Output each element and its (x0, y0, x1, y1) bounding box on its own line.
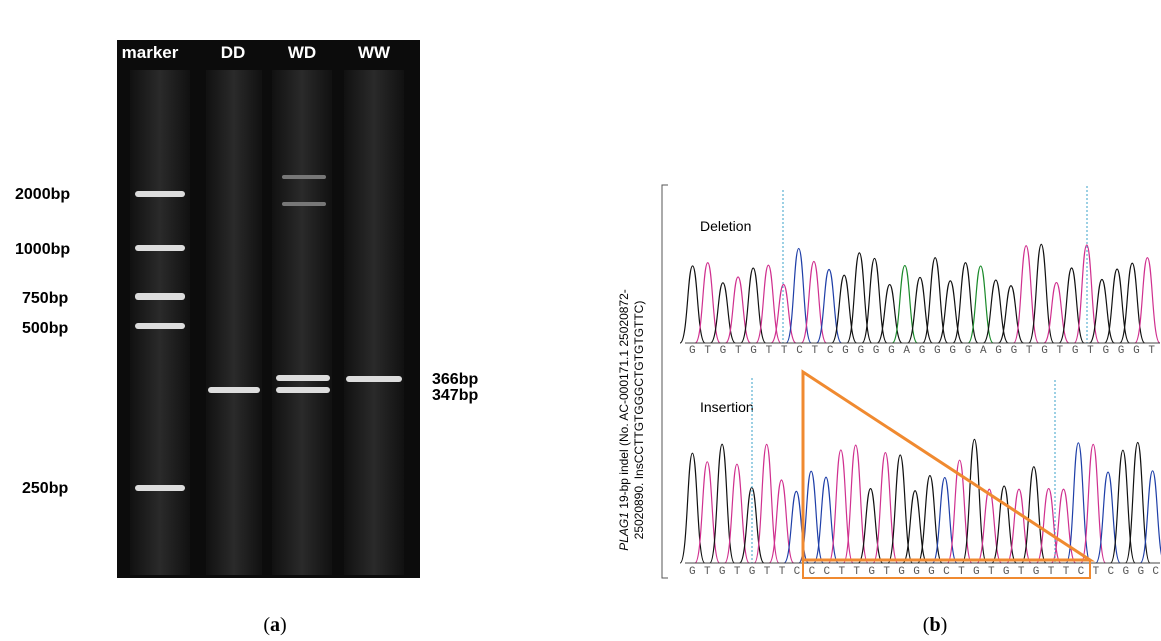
traces (679, 186, 1161, 564)
peak (709, 443, 735, 564)
peak (846, 252, 873, 344)
peak (887, 454, 914, 564)
marker-size: 250bp (22, 480, 68, 497)
peak (891, 264, 918, 344)
peak (755, 264, 782, 344)
peak (770, 283, 797, 344)
peak (724, 276, 752, 344)
axis-label: PLAG1 19-bp indel (No. AC-000171.1 25020… (617, 289, 631, 551)
trace-title: Deletion (700, 218, 751, 234)
peak (800, 260, 827, 344)
peak (828, 449, 854, 564)
peak (922, 257, 949, 344)
peak (872, 452, 899, 564)
peak (724, 463, 750, 564)
peak (785, 247, 812, 344)
marker-size: 2000bp (15, 186, 70, 203)
peak (1028, 243, 1055, 344)
peak (917, 475, 943, 564)
band-size: 347bp (432, 387, 478, 404)
peak (679, 452, 706, 564)
peak (997, 285, 1025, 344)
peak (1021, 466, 1047, 564)
peak (1119, 262, 1146, 344)
marker-size: 1000bp (15, 241, 70, 258)
peak (1134, 257, 1161, 344)
marker-size: 500bp (22, 320, 68, 337)
peak (815, 268, 843, 344)
sequence: GTGTGTTCCCTTGTGGGCTGTGTGTTCTCGGC (689, 566, 1159, 578)
trace-title: Insertion (700, 399, 754, 415)
band-size: 366bp (432, 371, 478, 388)
peak (952, 262, 979, 344)
peak (1080, 443, 1107, 564)
lane-label: WD (288, 43, 316, 62)
peak (1110, 449, 1136, 564)
peak (694, 262, 721, 344)
panel-label: (b) (923, 614, 947, 636)
peak (1104, 268, 1131, 344)
peak (1139, 470, 1161, 564)
insertion-triangle (801, 369, 1096, 562)
sequence: GTGTGTTCTCGGGGAGGGGAGGTGTGTGGGT (689, 345, 1155, 357)
axis-label: 25020890. InsCCTTGTGGGCTGTGTGTTC) (632, 301, 646, 540)
panel-label: (a) (263, 614, 286, 636)
peak (1124, 441, 1151, 564)
peak (679, 265, 706, 344)
peak (753, 443, 780, 564)
peak (740, 267, 767, 344)
peak (961, 438, 988, 564)
lane-label: marker (122, 43, 179, 62)
gel-bands (135, 175, 402, 491)
peak (842, 444, 869, 564)
lane-label: WW (358, 43, 391, 62)
peak (1073, 244, 1100, 344)
peak (967, 265, 994, 344)
peak (861, 257, 888, 344)
marker-size: 750bp (22, 290, 68, 307)
lane-label: DD (221, 43, 246, 62)
peak (1013, 245, 1040, 344)
bracket (661, 184, 668, 579)
insertion-box (802, 559, 1091, 579)
gel-lanes (130, 70, 404, 575)
